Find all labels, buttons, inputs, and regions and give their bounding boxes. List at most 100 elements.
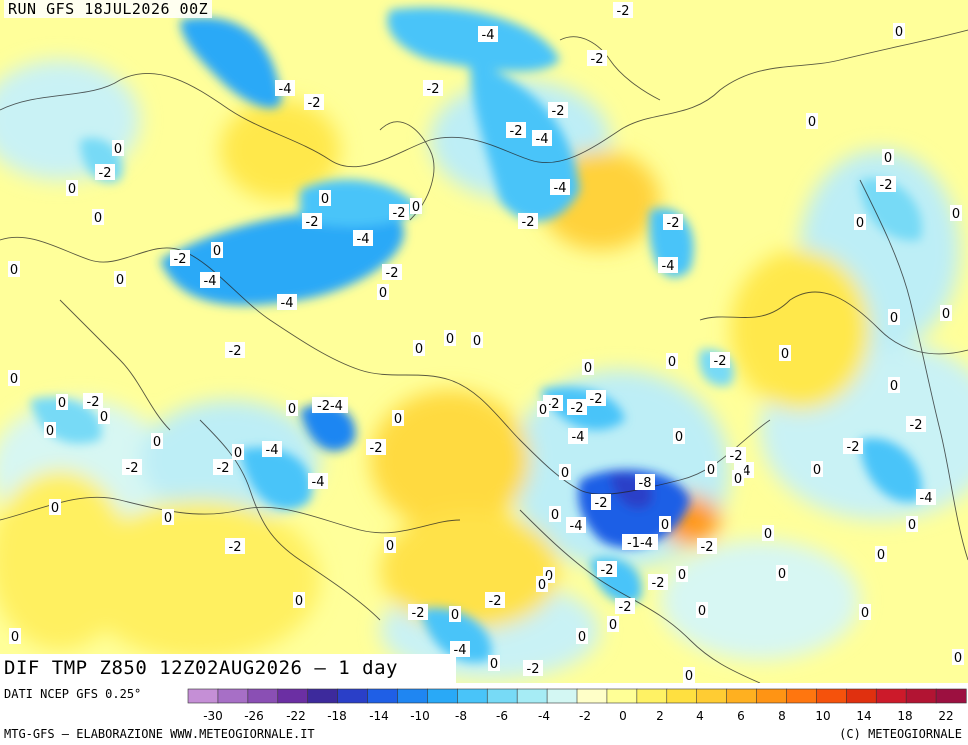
value-label-text: 0 (942, 307, 950, 322)
scale-tick-label: -30 (203, 709, 223, 723)
value-label: 0 (888, 377, 900, 394)
value-label-text: -2 (412, 606, 425, 621)
value-label-bg (683, 667, 695, 683)
value-label: -4 (308, 473, 328, 490)
value-label-bg (876, 176, 896, 192)
value-label: -2 (843, 438, 863, 455)
value-label-text: -2 (229, 344, 242, 359)
value-label: -4 (658, 257, 678, 274)
value-label-text: -4 (266, 443, 279, 458)
value-label-bg (410, 198, 422, 214)
value-label-bg (523, 660, 543, 676)
scale-swatch (457, 688, 488, 704)
value-label: 0 (536, 576, 548, 593)
value-label: 0 (705, 461, 717, 478)
value-label-text: 0 (856, 216, 864, 231)
value-label-text: -2 (571, 401, 584, 416)
value-label: 0 (882, 149, 894, 166)
value-label: 0 (940, 305, 952, 322)
value-label: -2 (726, 447, 746, 464)
value-label-bg (392, 410, 404, 426)
value-label-text: -2 (427, 82, 440, 97)
value-label-bg (613, 2, 633, 18)
scale-swatch (187, 688, 219, 704)
scale-tick-label: 14 (856, 709, 871, 723)
value-label-text: -4 (920, 491, 933, 506)
value-label-text: 0 (890, 311, 898, 326)
value-label-bg (906, 516, 918, 532)
value-label-text: -2 (601, 563, 614, 578)
value-label-text: -4 (281, 296, 294, 311)
scale-swatch (516, 688, 548, 704)
value-label-bg (587, 50, 607, 66)
value-label-text: -4 (279, 82, 292, 97)
value-label: -4 (566, 517, 586, 534)
value-label: 0 (537, 401, 549, 418)
value-label-text: 0 (561, 466, 569, 481)
value-label: 0 (806, 113, 818, 130)
value-label: -2 (506, 122, 526, 139)
value-label: -2 (906, 416, 926, 433)
value-label: 0 (893, 23, 905, 40)
value-label-bg (471, 332, 483, 348)
value-label-text: -2 (489, 594, 502, 609)
value-label-text: 0 (781, 347, 789, 362)
value-label-text: 0 (68, 182, 76, 197)
value-label-bg (200, 272, 220, 288)
value-label-bg (676, 566, 688, 582)
value-label-text: 0 (734, 472, 742, 487)
value-label-text: 0 (952, 207, 960, 222)
value-label-text: 0 (213, 244, 221, 259)
value-label-bg (151, 433, 163, 449)
value-label-bg (225, 342, 245, 358)
value-label-text: 0 (288, 402, 296, 417)
value-label: -2 (83, 393, 103, 410)
value-label-text: -4 (572, 430, 585, 445)
value-label: 0 (49, 499, 61, 516)
value-label-text: 0 (890, 379, 898, 394)
value-label-bg (262, 441, 282, 457)
value-label-text: -2-4 (317, 399, 343, 414)
value-label: -4 (200, 272, 220, 289)
value-label-bg (888, 377, 900, 393)
value-label: 0 (607, 616, 619, 633)
value-label-text: 0 (234, 446, 242, 461)
value-label: 0 (696, 602, 708, 619)
value-label-bg (615, 598, 635, 614)
scale-tick-label: 2 (656, 709, 664, 723)
scale-tick-label: -26 (244, 709, 264, 723)
scale-swatch (935, 688, 967, 704)
value-label: 0 (66, 180, 78, 197)
value-label-text: -4 (662, 259, 675, 274)
value-label-bg (776, 565, 788, 581)
value-label-bg (537, 401, 549, 417)
value-label-text: -2 (910, 418, 923, 433)
value-label: -2 (548, 102, 568, 119)
value-label-text: 0 (295, 594, 303, 609)
value-label-bg (92, 209, 104, 225)
value-label-text: 0 (661, 518, 669, 533)
value-label-bg (673, 428, 685, 444)
value-label-text: 0 (675, 430, 683, 445)
value-label-text: 0 (685, 669, 693, 683)
value-label-bg (559, 464, 571, 480)
value-label-text: 0 (877, 548, 885, 563)
value-label-bg (9, 628, 21, 644)
value-label: -2-4 (312, 397, 348, 414)
value-label-bg (548, 102, 568, 118)
value-label-text: 0 (490, 657, 498, 672)
value-label-text: -2 (308, 96, 321, 111)
value-label-bg (811, 461, 823, 477)
value-label: -2 (615, 598, 635, 615)
value-label-text: 0 (446, 332, 454, 347)
value-label: -4 (277, 294, 297, 311)
scale-swatch (247, 688, 279, 704)
value-label-bg (607, 616, 619, 632)
value-label: -2 (170, 250, 190, 267)
isotherm-value-labels: -20-4-2-4 -2-2-20-2-400-2-2-400-2 0 00 -2 -2-… (8, 2, 964, 683)
value-label: -4 (916, 489, 936, 506)
value-label-bg (211, 242, 223, 258)
value-label-text: 0 (545, 569, 553, 584)
value-label-text: -2 (99, 166, 112, 181)
value-label: 0 (98, 408, 110, 425)
